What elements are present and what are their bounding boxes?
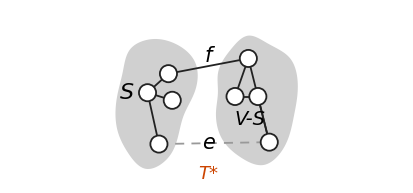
Circle shape	[164, 92, 181, 109]
Polygon shape	[116, 39, 198, 169]
Circle shape	[226, 88, 244, 105]
Circle shape	[150, 135, 168, 153]
Text: f: f	[205, 46, 212, 66]
Circle shape	[240, 50, 257, 67]
Circle shape	[249, 88, 266, 105]
Text: V-S: V-S	[235, 110, 266, 129]
Text: S: S	[119, 83, 134, 103]
Circle shape	[139, 84, 156, 101]
Circle shape	[261, 134, 278, 151]
Polygon shape	[216, 36, 298, 165]
Circle shape	[160, 65, 177, 82]
Text: T*: T*	[198, 165, 218, 184]
Text: e: e	[202, 133, 215, 153]
